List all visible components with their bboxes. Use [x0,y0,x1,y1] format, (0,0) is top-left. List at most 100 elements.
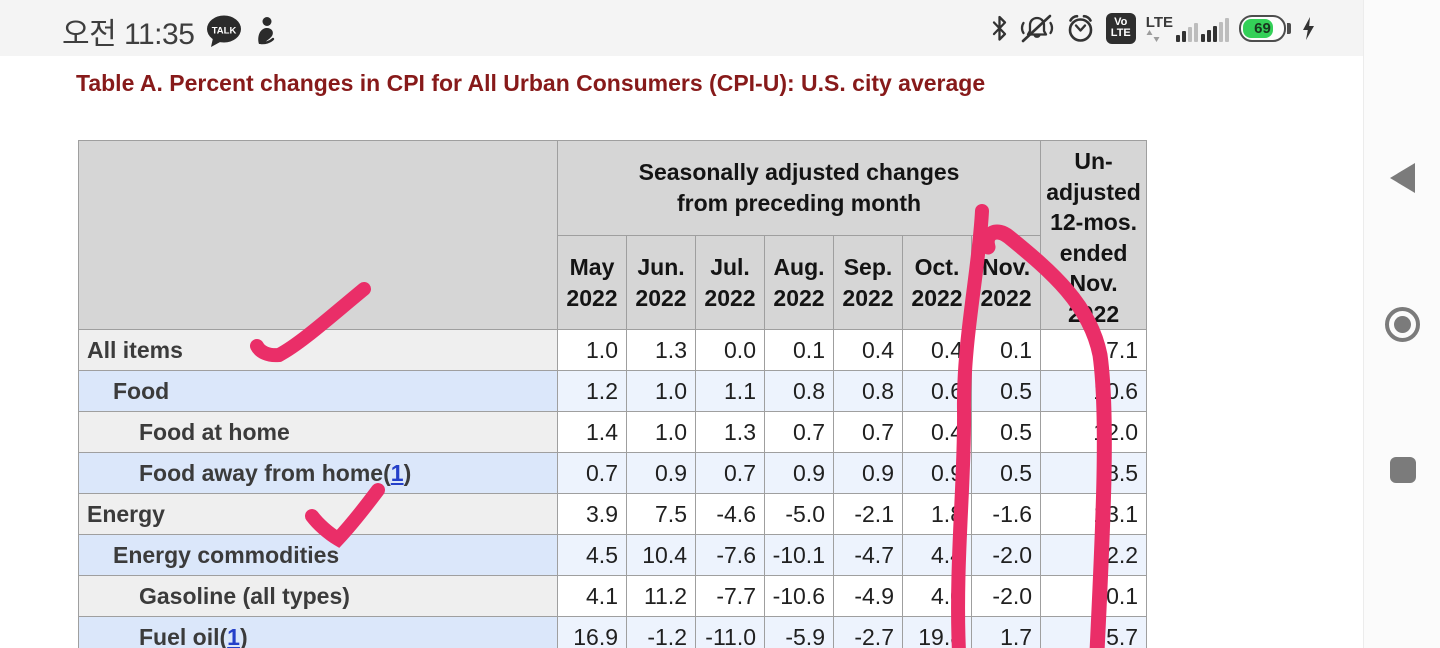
value-cell: 0.7 [695,452,765,494]
value-cell: -10.1 [764,534,834,576]
yoy-value-cell: 10.6 [1040,370,1148,412]
android-nav-bar [1363,0,1440,648]
row-label: Food at home [78,411,558,453]
yoy-value-cell: 7.1 [1040,329,1148,371]
nav-back-button[interactable] [1390,163,1415,193]
column-header-jul-2022: Jul. 2022 [695,235,765,330]
table-row-energy-commodities: Energy commodities 4.5 10.4 -7.6 -10.1 -4.7 4.… [78,534,1148,576]
value-cell: 0.1 [970,329,1042,371]
column-header-jun-2022: Jun. 2022 [626,235,696,330]
column-header-nov-2022: Nov. 2022 [970,235,1042,330]
status-time: 오전 11:35 [62,18,195,51]
yoy-value-cell: 10.1 [1040,575,1148,617]
value-cell: -1.2 [626,616,696,648]
value-cell: -4.6 [695,493,765,535]
footnote-link[interactable]: 1 [390,459,404,486]
value-cell: 16.9 [557,616,627,648]
value-cell: 0.1 [764,329,834,371]
value-cell: -7.6 [695,534,765,576]
battery-fill [1243,18,1273,38]
value-cell: 1.1 [695,370,765,412]
footnote-link[interactable]: 1 [227,623,240,648]
battery-percent: 69 [1254,19,1271,37]
value-cell: 0.9 [833,452,903,494]
status-bar: 오전 11:35 TALK [0,0,1440,56]
charging-bolt-icon [1301,16,1316,41]
table-row-gasoline-all-types-: Gasoline (all types) 4.1 11.2 -7.7 -10.6 -4.9… [78,575,1148,617]
table-row-food-at-home: Food at home 1.4 1.0 1.3 0.7 0.7 0.4 0.5 12.0 [78,411,1148,453]
value-cell: 0.4 [833,329,903,371]
cpi-table: Seasonally adjusted changes from precedi… [78,140,1148,648]
group-header: Seasonally adjusted changes from precedi… [556,140,1042,236]
vibrate-mute-icon [1019,13,1055,43]
value-cell: 0.9 [902,452,972,494]
column-header-aug-2022: Aug. 2022 [764,235,834,330]
value-cell: 0.4 [902,329,972,371]
row-label: Gasoline (all types) [78,575,558,617]
value-cell: 1.0 [626,411,696,453]
value-cell: 0.7 [557,452,627,494]
column-header-oct-2022: Oct. 2022 [902,235,972,330]
value-cell: -5.0 [764,493,834,535]
table-row-energy: Energy 3.9 7.5 -4.6 -5.0 -2.1 1.8 -1.6 13.1 [78,493,1148,535]
value-cell: 1.4 [557,411,627,453]
value-cell: 19.8 [902,616,972,648]
table-row-all-items: All items 1.0 1.3 0.0 0.1 0.4 0.4 0.1 7.1 [78,329,1148,371]
value-cell: 0.4 [902,411,972,453]
value-cell: 4.1 [557,575,627,617]
value-cell: 1.2 [557,370,627,412]
value-cell: 1.7 [970,616,1042,648]
app-notification-icon [254,16,279,46]
table-row-food: Food 1.2 1.0 1.1 0.8 0.8 0.6 0.5 10.6 [78,370,1148,412]
column-header-unadjusted-12mos: Un-adjusted 12-mos. ended Nov. 2022 [1040,140,1148,330]
value-cell: 1.0 [557,329,627,371]
value-cell: 0.9 [764,452,834,494]
row-label: Energy commodities [78,534,558,576]
value-cell: 0.9 [626,452,696,494]
yoy-value-cell: 12.2 [1040,534,1148,576]
alarm-clock-icon [1065,13,1096,44]
value-cell: 3.9 [557,493,627,535]
value-cell: 0.8 [833,370,903,412]
value-cell: 0.5 [970,411,1042,453]
value-cell: 1.3 [626,329,696,371]
column-header-sep-2022: Sep. 2022 [833,235,903,330]
table-row-food-away-from-home: Food away from home(1) 0.7 0.9 0.7 0.9 0.9 0.9… [78,452,1148,494]
value-cell: -10.6 [764,575,834,617]
value-cell: 1.8 [902,493,972,535]
yoy-value-cell: 12.0 [1040,411,1148,453]
row-label: Food [78,370,558,412]
value-cell: 0.7 [764,411,834,453]
signal-bars-1 [1176,22,1198,42]
kakaotalk-notification-icon: TALK [205,14,243,48]
yoy-value-cell: 65.7 [1040,616,1148,648]
value-cell: -2.7 [833,616,903,648]
value-cell: 4.5 [557,534,627,576]
value-cell: -4.9 [833,575,903,617]
value-cell: -11.0 [695,616,765,648]
value-cell: -4.7 [833,534,903,576]
yoy-value-cell: 8.5 [1040,452,1148,494]
value-cell: -5.9 [764,616,834,648]
value-cell: 0.5 [970,452,1042,494]
value-cell: -7.7 [695,575,765,617]
svg-text:TALK: TALK [212,26,237,37]
table-row-fuel-oil: Fuel oil(1) 16.9 -1.2 -11.0 -5.9 -2.7 19.8 1.7 6… [78,616,1148,648]
lte-signal-icon: LTE [1146,15,1229,42]
row-label: Food away from home(1) [78,452,558,494]
nav-home-button[interactable] [1385,307,1420,342]
value-cell: 4.4 [902,534,972,576]
value-cell: -2.0 [970,534,1042,576]
value-cell: 1.0 [626,370,696,412]
row-label: All items [78,329,558,371]
row-label: Energy [78,493,558,535]
battery-indicator: 69 [1239,14,1291,42]
value-cell: 1.3 [695,411,765,453]
stub-header-cell [78,140,558,330]
value-cell: 0.6 [902,370,972,412]
value-cell: 0.7 [833,411,903,453]
value-cell: 7.5 [626,493,696,535]
nav-recents-button[interactable] [1390,457,1416,483]
row-label: Fuel oil(1) [78,616,558,648]
